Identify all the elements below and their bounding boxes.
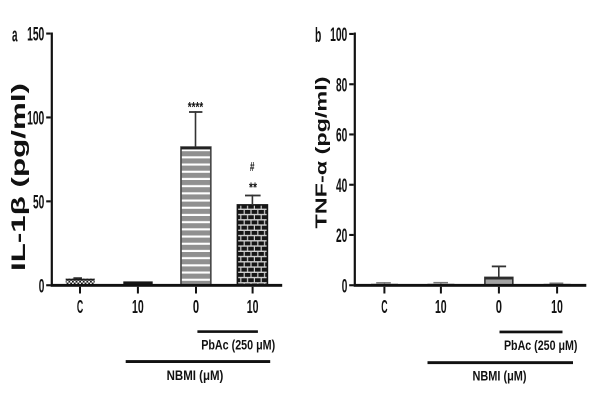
svg-text:10: 10: [132, 296, 144, 317]
svg-text:0: 0: [496, 296, 502, 317]
svg-text:0: 0: [39, 276, 45, 297]
svg-text:NBMI (μM): NBMI (μM): [167, 368, 224, 383]
svg-text:**: **: [249, 179, 257, 195]
svg-text:80: 80: [336, 75, 347, 96]
svg-text:IL-1β (pg/ml): IL-1β (pg/ml): [8, 83, 30, 271]
svg-text:C: C: [77, 296, 83, 317]
svg-text:PbAc (250 μM): PbAc (250 μM): [504, 338, 578, 353]
svg-text:10: 10: [247, 296, 259, 317]
svg-text:PbAc (250 μM): PbAc (250 μM): [201, 338, 275, 353]
svg-text:TNF-α (pg/ml): TNF-α (pg/ml): [313, 77, 331, 229]
svg-text:60: 60: [336, 126, 347, 147]
svg-text:a: a: [12, 23, 18, 46]
svg-text:40: 40: [336, 176, 347, 197]
svg-text:100: 100: [330, 25, 347, 46]
svg-text:0: 0: [342, 276, 348, 297]
svg-text:50: 50: [33, 192, 44, 213]
svg-text:#: #: [250, 160, 255, 174]
svg-text:NBMI (μM): NBMI (μM): [473, 368, 527, 383]
svg-text:C: C: [381, 296, 387, 317]
svg-text:10: 10: [435, 296, 447, 317]
svg-text:****: ****: [188, 98, 204, 114]
svg-text:0: 0: [193, 296, 199, 317]
svg-text:150: 150: [27, 25, 44, 46]
svg-text:b: b: [315, 24, 321, 47]
svg-text:100: 100: [27, 109, 44, 130]
svg-text:10: 10: [551, 296, 563, 317]
svg-text:20: 20: [336, 226, 347, 247]
